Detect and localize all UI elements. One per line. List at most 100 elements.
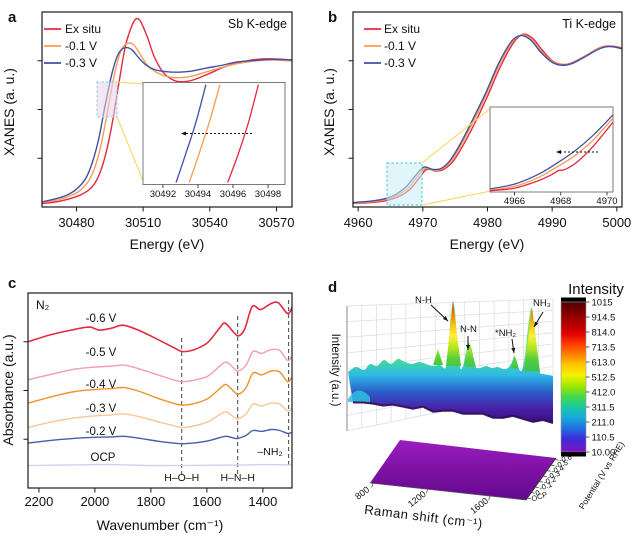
surface-peak: [433, 349, 443, 365]
panel-d-zlabel: Intensity (a.u.): [329, 334, 341, 407]
series-label-4: -0.2 V: [86, 426, 117, 438]
potential-tick-label-3: -0.3: [546, 469, 561, 482]
peak-annotation-label-1: N-N: [460, 324, 477, 335]
arrow-head: [181, 131, 186, 136]
zoom-connector-line: [421, 190, 492, 206]
legend-a-label-01v: -0.1 V: [65, 39, 97, 53]
colorbar-tick-label-7: 311.5: [592, 402, 615, 413]
curve-02v: [27, 428, 293, 445]
marker-label-2: –NH₂: [257, 446, 282, 458]
zoom-highlight-box: [386, 162, 423, 206]
inset-curve: [188, 84, 221, 183]
surface-peak: [464, 343, 476, 367]
zoom-highlight-box: [96, 81, 118, 118]
potential-tick: [535, 486, 539, 489]
arrow-head: [534, 321, 539, 327]
series-label-1: -0.5 V: [86, 347, 117, 359]
heatmap-base: [370, 440, 556, 500]
inset-tick-label: 4966: [504, 196, 525, 207]
marker-label-1: H–N–H: [220, 472, 254, 484]
inset-tick-label: 4968: [550, 196, 571, 207]
surface-peak: [446, 302, 461, 366]
marker-label-0: H–O–H: [164, 472, 199, 484]
panel-a-letter: a: [8, 9, 17, 26]
surface-foothill: [348, 390, 370, 403]
panel-d-letter: d: [328, 279, 337, 296]
arrow-head: [511, 347, 516, 353]
zoom-connector-line: [421, 107, 492, 164]
inset-tick-label: 30494: [185, 189, 211, 200]
figure-primitive: [346, 298, 554, 307]
panel-b-letter: b: [328, 9, 337, 26]
curve-01v: [42, 42, 292, 204]
raman-tick-label-2: 1600: [468, 496, 490, 516]
potential-tick-label-6: 0: [534, 488, 541, 498]
curve-03v: [42, 46, 292, 203]
series-label-2: -0.4 V: [86, 379, 117, 391]
panel-b-edge-tag: Ti K-edge: [562, 17, 616, 31]
panel-c-letter: c: [8, 275, 16, 292]
inset-curve: [489, 121, 614, 192]
raman-tick: [488, 495, 491, 501]
panel-a-ylabel: XANES (a. u.): [1, 68, 17, 156]
colorbar-tick-label-6: 412.0: [592, 387, 616, 398]
colorbar-tick-label-5: 512.5: [592, 372, 616, 383]
inset-curve: [489, 117, 614, 191]
colorbar-tick-label-9: 110.5: [592, 432, 615, 443]
x-tick-label: 4990: [538, 215, 567, 230]
x-tick-label: 5000: [602, 215, 631, 230]
peak-annotation-label-0: N-H: [415, 295, 432, 306]
panel-c-ylabel: Absorbance (a.u.): [0, 334, 16, 445]
surface-peak: [511, 356, 519, 369]
colorbar-title: Intensity: [568, 281, 624, 298]
colorbar-tick-label-4: 613.0: [592, 357, 616, 368]
peak-annotation-label-3: NH₃: [533, 298, 551, 309]
panel-c-plot: -0.6 V -0.5 V -0.4 V -0.3 V -0.2 V OCP H–O–H H–…: [23, 292, 293, 509]
x-tick-label: 1600: [192, 494, 221, 509]
curve-ocp: [27, 463, 293, 467]
potential-tick: [539, 481, 543, 483]
panel-b-plot: 4960 4970 4980 4990 5000 4966 4968 4970: [344, 11, 631, 230]
colorbar: [560, 301, 587, 453]
panel-d-xlabel: Raman shift (cm⁻¹): [364, 502, 484, 531]
surface-front-edge: [353, 401, 554, 424]
panel-b-ylabel: XANES (a. u.): [321, 68, 337, 156]
potential-tick-label-7: OCP: [530, 490, 548, 504]
series-label-0: -0.6 V: [86, 313, 117, 325]
inset-tick-label: 30492: [150, 189, 176, 200]
inset-tick-label: 4970: [596, 196, 617, 207]
axes-box: [27, 292, 293, 489]
inset-curve: [489, 114, 614, 190]
potential-tick: [531, 492, 535, 494]
zoom-connector-line: [116, 116, 145, 184]
potential-tick: [550, 464, 555, 467]
arrow-head: [442, 316, 448, 321]
colorbar-cap-bottom: [561, 452, 586, 457]
panel-c-xlabel: Wavenumber (cm⁻¹): [97, 517, 224, 533]
panel-a-xlabel: Energy (eV): [130, 236, 205, 252]
legend-a-label-03v: -0.3 V: [65, 56, 97, 70]
colorbar-tick-label-1: 914.5: [592, 312, 616, 323]
x-tick-label: 30540: [192, 215, 228, 230]
curve-06v: [27, 301, 293, 353]
arrow-head: [556, 150, 561, 154]
arrow-head: [466, 345, 470, 350]
x-tick-label: 1800: [136, 494, 165, 509]
panel-a-plot: 30480 30510 30540 30570 30492 30494 30496 30498: [37, 11, 295, 230]
x-tick-label: 30570: [258, 215, 294, 230]
inset-curve: [175, 84, 207, 183]
axes-box: [352, 11, 623, 208]
legend-b-label-03v: -0.3 V: [384, 56, 416, 70]
series-label-3: -0.3 V: [86, 403, 117, 415]
raman-tick: [371, 483, 374, 488]
colorbar-tick-label-2: 814.0: [592, 327, 616, 338]
potential-tick: [554, 459, 559, 461]
colorbar-cap-top: [561, 297, 586, 302]
inset-box: [489, 106, 614, 193]
legend-b-label-01v: -0.1 V: [384, 39, 416, 53]
raman-tick-label-0: 800: [353, 484, 371, 501]
x-tick-label: 1400: [248, 494, 277, 509]
raman-axis-line: [369, 482, 527, 501]
peak-annotation-label-2: *NH₂: [495, 328, 516, 339]
